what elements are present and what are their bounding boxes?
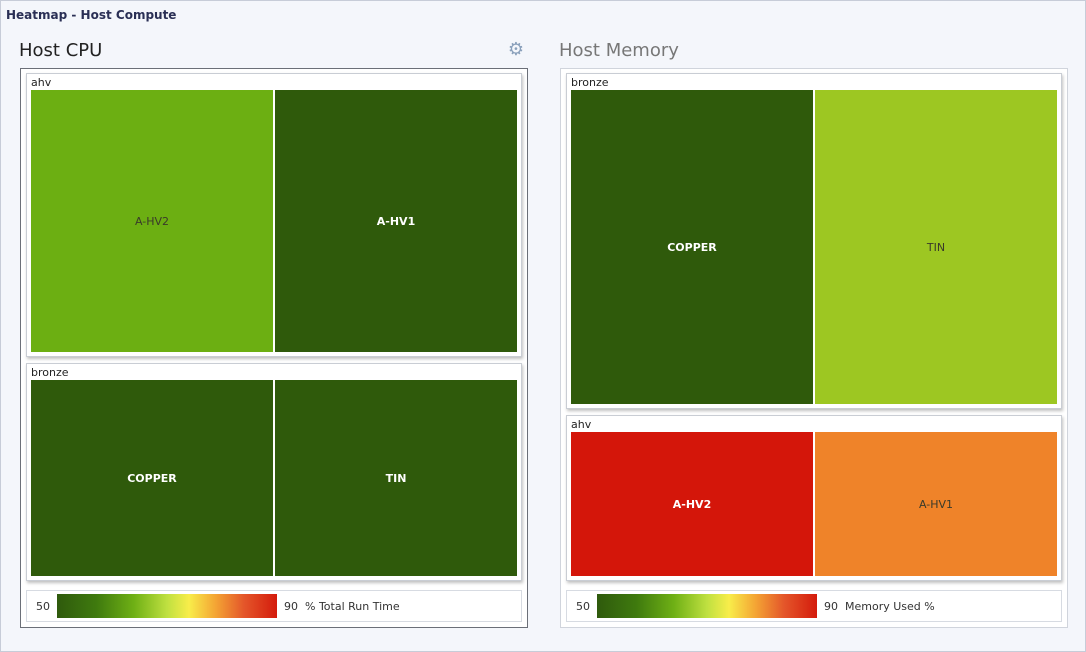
cpu-group-bronze: bronze COPPER TIN: [26, 363, 522, 581]
gear-icon[interactable]: ⚙: [507, 39, 525, 60]
host-memory-panel: bronze COPPER TIN ahv A-HV2 A-HV1 50 90 …: [560, 68, 1068, 628]
window-title: Heatmap - Host Compute: [6, 8, 177, 22]
heatmap-cell-a-hv1[interactable]: A-HV1: [814, 431, 1058, 577]
heatmap-cell-copper[interactable]: COPPER: [570, 89, 814, 405]
heatmap-cell-a-hv2[interactable]: A-HV2: [30, 89, 274, 353]
cpu-group-ahv: ahv A-HV2 A-HV1: [26, 73, 522, 357]
memory-group-bronze: bronze COPPER TIN: [566, 73, 1062, 409]
host-cpu-title[interactable]: Host CPU: [19, 40, 103, 61]
heatmap-cell-tin[interactable]: TIN: [274, 379, 518, 577]
heatmap-cell-copper[interactable]: COPPER: [30, 379, 274, 577]
legend-label: % Total Run Time: [305, 599, 400, 613]
group-label: ahv: [31, 76, 52, 89]
legend-min: 50: [36, 599, 50, 613]
group-label: bronze: [31, 366, 69, 379]
heatmap-cell-a-hv2[interactable]: A-HV2: [570, 431, 814, 577]
heatmap-cell-tin[interactable]: TIN: [814, 89, 1058, 405]
legend-gradient-bar: [597, 594, 817, 618]
host-cpu-panel: ahv A-HV2 A-HV1 bronze COPPER TIN 50 90 …: [20, 68, 528, 628]
legend-gradient-bar: [57, 594, 277, 618]
memory-group-ahv: ahv A-HV2 A-HV1: [566, 415, 1062, 581]
legend-label: Memory Used %: [845, 599, 935, 613]
memory-color-legend: 50 90 Memory Used %: [566, 590, 1062, 622]
group-label: ahv: [571, 418, 592, 431]
heatmap-cell-a-hv1[interactable]: A-HV1: [274, 89, 518, 353]
cpu-color-legend: 50 90 % Total Run Time: [26, 590, 522, 622]
host-memory-title[interactable]: Host Memory: [559, 40, 679, 61]
group-label: bronze: [571, 76, 609, 89]
legend-max: 90: [284, 599, 298, 613]
legend-max: 90: [824, 599, 838, 613]
legend-min: 50: [576, 599, 590, 613]
